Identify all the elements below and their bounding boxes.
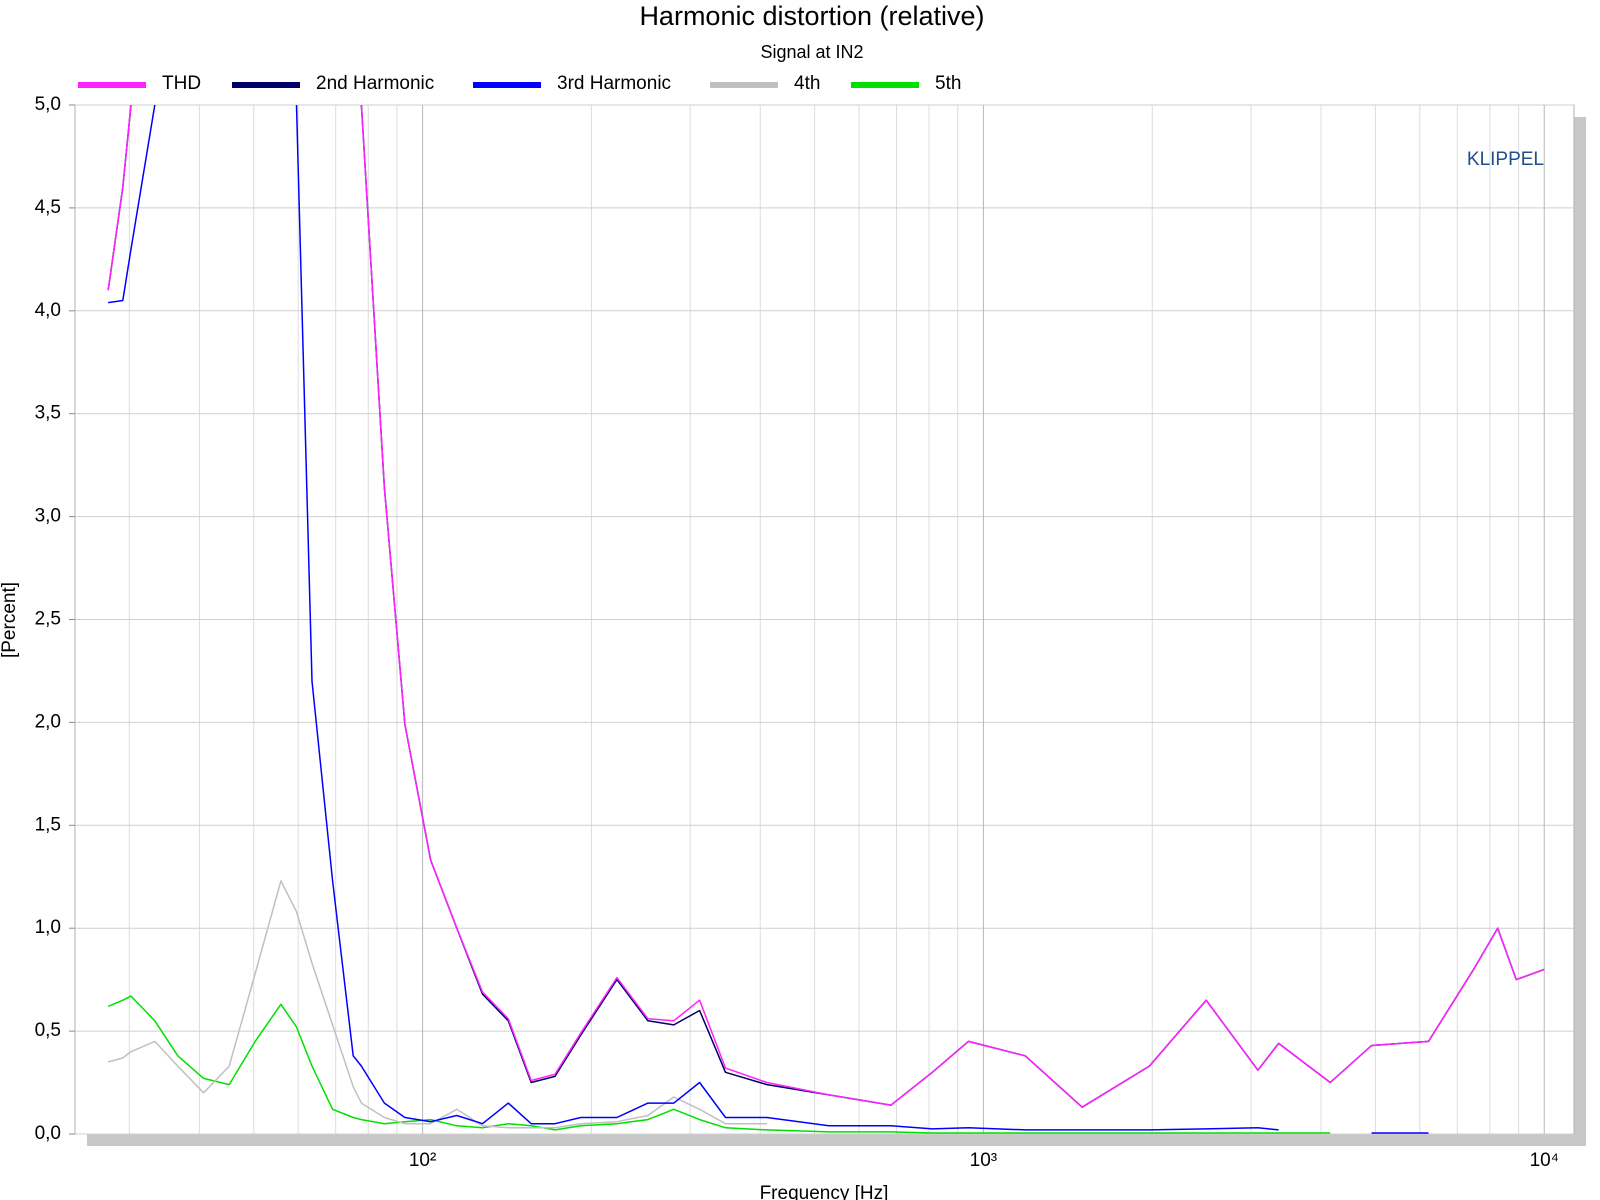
x-tick-label: 10³ [970,1150,997,1171]
chart-subtitle: Signal at IN2 [760,42,863,62]
y-tick-label: 4,5 [35,197,61,218]
grid [75,104,1574,1135]
lines [107,105,1545,1134]
y-tick-label: 2,5 [35,609,61,630]
y-tick-label: 2,0 [35,711,61,732]
y-tick-label: 0,0 [35,1123,61,1144]
legend-label: 4th [794,73,820,94]
y-tick-label: 3,5 [35,403,61,424]
series-line [107,105,1545,1108]
labels: 0,0 0,5 1,0 1,5 2,0 2,5 3,0 3,5 4,0 4,5 5,0 10² 10³ 1… [35,73,1559,1171]
x-tick-label: 10⁴ [1530,1150,1559,1171]
legend-label: 2nd Harmonic [316,73,434,94]
series-line [107,995,1331,1134]
legend-label: 3rd Harmonic [557,73,671,94]
x-tick-label: 10² [409,1150,436,1171]
series-line [108,105,1429,1134]
legend-label: THD [162,73,201,94]
y-axis-label: [Percent] [0,582,20,658]
y-tick-label: 1,5 [35,814,61,835]
y-tick-label: 3,0 [35,506,61,527]
chart-title: Harmonic distortion (relative) [639,1,984,31]
y-tick-label: 5,0 [35,94,61,115]
y-tick-label: 4,0 [35,300,61,321]
y-tick-label: 1,0 [35,917,61,938]
x-axis-label: Frequency [Hz] [760,1183,889,1200]
annotation: KLIPPEL [1467,149,1544,170]
legend-label: 5th [935,73,961,94]
y-tick-label: 0,5 [35,1020,61,1041]
series-line [107,880,767,1129]
